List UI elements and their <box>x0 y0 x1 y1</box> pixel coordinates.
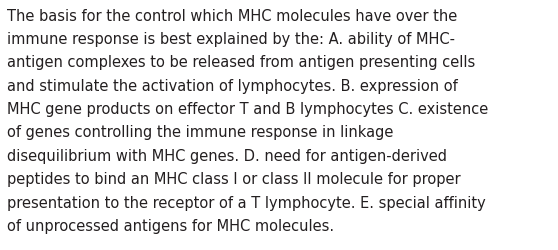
Text: immune response is best explained by the: A. ability of MHC-: immune response is best explained by the… <box>7 32 455 47</box>
Text: presentation to the receptor of a T lymphocyte. E. special affinity: presentation to the receptor of a T lymp… <box>7 195 486 210</box>
Text: MHC gene products on effector T and B lymphocytes C. existence: MHC gene products on effector T and B ly… <box>7 102 488 117</box>
Text: peptides to bind an MHC class I or class II molecule for proper: peptides to bind an MHC class I or class… <box>7 172 461 186</box>
Text: antigen complexes to be released from antigen presenting cells: antigen complexes to be released from an… <box>7 55 475 70</box>
Text: of unprocessed antigens for MHC molecules.: of unprocessed antigens for MHC molecule… <box>7 218 334 233</box>
Text: of genes controlling the immune response in linkage: of genes controlling the immune response… <box>7 125 393 140</box>
Text: The basis for the control which MHC molecules have over the: The basis for the control which MHC mole… <box>7 9 458 24</box>
Text: and stimulate the activation of lymphocytes. B. expression of: and stimulate the activation of lymphocy… <box>7 78 458 94</box>
Text: disequilibrium with MHC genes. D. need for antigen-derived: disequilibrium with MHC genes. D. need f… <box>7 148 448 163</box>
